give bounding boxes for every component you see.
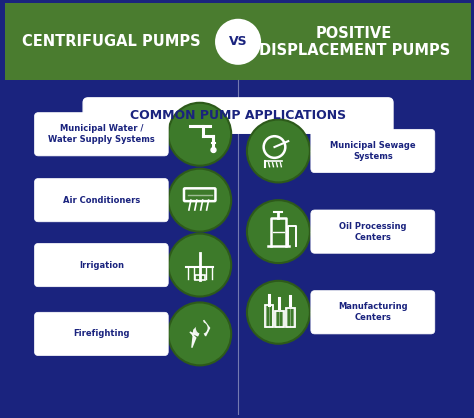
Circle shape	[217, 20, 260, 64]
FancyBboxPatch shape	[35, 243, 168, 287]
Circle shape	[196, 322, 208, 334]
FancyBboxPatch shape	[35, 312, 168, 356]
Text: VS: VS	[229, 35, 247, 48]
Text: Manufacturing
Centers: Manufacturing Centers	[338, 302, 408, 322]
Text: COMMON PUMP APPLICATIONS: COMMON PUMP APPLICATIONS	[130, 109, 346, 122]
Circle shape	[211, 148, 216, 153]
Circle shape	[247, 120, 310, 182]
FancyBboxPatch shape	[311, 210, 435, 253]
Circle shape	[168, 169, 231, 232]
FancyBboxPatch shape	[83, 98, 393, 133]
Circle shape	[247, 200, 310, 263]
FancyBboxPatch shape	[35, 112, 168, 156]
Circle shape	[168, 103, 231, 166]
Circle shape	[168, 303, 231, 365]
Text: CENTRIFUGAL PUMPS: CENTRIFUGAL PUMPS	[22, 34, 201, 49]
FancyBboxPatch shape	[311, 129, 435, 173]
Circle shape	[247, 281, 310, 344]
Text: Firefighting: Firefighting	[73, 329, 129, 339]
FancyBboxPatch shape	[311, 291, 435, 334]
Text: Irrigation: Irrigation	[79, 260, 124, 270]
Text: Municipal Sewage
Systems: Municipal Sewage Systems	[330, 141, 416, 161]
FancyBboxPatch shape	[35, 178, 168, 222]
FancyBboxPatch shape	[5, 3, 471, 80]
Text: Oil Processing
Centers: Oil Processing Centers	[339, 222, 407, 242]
Circle shape	[168, 234, 231, 296]
Text: POSITIVE
DISPLACEMENT PUMPS: POSITIVE DISPLACEMENT PUMPS	[258, 25, 450, 58]
Text: Air Conditioners: Air Conditioners	[63, 196, 140, 205]
Polygon shape	[190, 320, 210, 348]
Text: Municipal Water /
Water Supply Systems: Municipal Water / Water Supply Systems	[48, 124, 155, 144]
